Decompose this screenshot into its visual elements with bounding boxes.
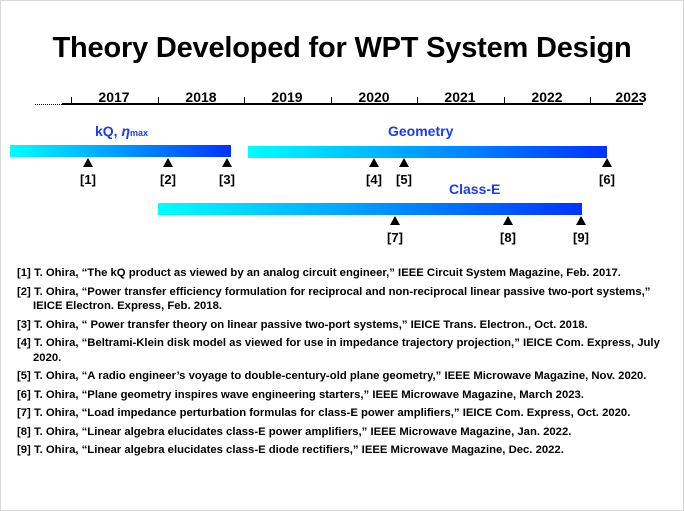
track-bar (248, 146, 607, 158)
eta-subscript: max (130, 128, 149, 138)
year-tick (417, 97, 418, 104)
publication-marker-icon (369, 158, 379, 167)
reference-tag: [5] (396, 172, 412, 187)
year-label: 2020 (358, 89, 390, 105)
year-label: 2023 (615, 89, 647, 105)
year-tick (504, 97, 505, 104)
year-label: 2022 (531, 89, 563, 105)
reference-item: [8] T. Ohira, “Linear algebra elucidates… (17, 425, 572, 438)
reference-tag: [9] (573, 230, 589, 245)
reference-tag: [3] (219, 172, 235, 187)
track-bar (158, 203, 582, 215)
publication-marker-icon (602, 158, 612, 167)
reference-list: [1] T. Ohira, “The kQ product as viewed … (17, 266, 677, 462)
track-label-geometry: Geometry (388, 123, 454, 139)
track-label-kq: kQ, ηmax (95, 123, 149, 139)
reference-item: [6] T. Ohira, “Plane geometry inspires w… (17, 388, 584, 401)
reference-tag: [7] (387, 230, 403, 245)
slide-title: Theory Developed for WPT System Design (52, 32, 632, 64)
reference-item: [4] T. Ohira, “Beltrami-Klein disk model… (17, 337, 660, 364)
publication-marker-icon (163, 158, 173, 167)
timeline-axis (62, 103, 643, 105)
year-tick (71, 97, 72, 104)
year-label: 2019 (271, 89, 303, 105)
publication-marker-icon (83, 158, 93, 167)
publication-marker-icon (399, 158, 409, 167)
reference-item: [2] T. Ohira, “Power transfer efficiency… (17, 285, 651, 313)
reference-tag: [2] (160, 172, 176, 187)
reference-tag: [1] (80, 172, 96, 187)
year-tick (158, 97, 159, 104)
reference-item: [1] T. Ohira, “The kQ product as viewed … (17, 267, 621, 279)
year-label: 2018 (185, 89, 217, 105)
publication-marker-icon (222, 158, 232, 167)
track-label-class-e: Class-E (449, 181, 501, 197)
reference-item: [7] T. Ohira, “Load impedance perturbati… (17, 407, 631, 419)
reference-item: [5] T. Ohira, “A radio engineer’s voyage… (17, 370, 647, 382)
reference-item: [3] T. Ohira, “ Power transfer theory on… (17, 318, 588, 331)
year-tick (331, 97, 332, 104)
publication-marker-icon (503, 216, 513, 225)
reference-tag: [4] (366, 172, 382, 187)
track-bar (10, 145, 231, 157)
eta-symbol: η (121, 123, 131, 139)
reference-tag: [6] (599, 172, 615, 187)
reference-item: [9] T. Ohira, “Linear algebra elucidates… (17, 444, 564, 456)
year-tick (590, 97, 591, 104)
publication-marker-icon (390, 216, 400, 225)
year-label: 2021 (444, 89, 476, 105)
year-tick (244, 97, 245, 104)
year-label: 2017 (98, 89, 130, 105)
axis-dotted-extension (35, 104, 62, 105)
reference-tag: [8] (500, 230, 516, 245)
publication-marker-icon (576, 216, 586, 225)
